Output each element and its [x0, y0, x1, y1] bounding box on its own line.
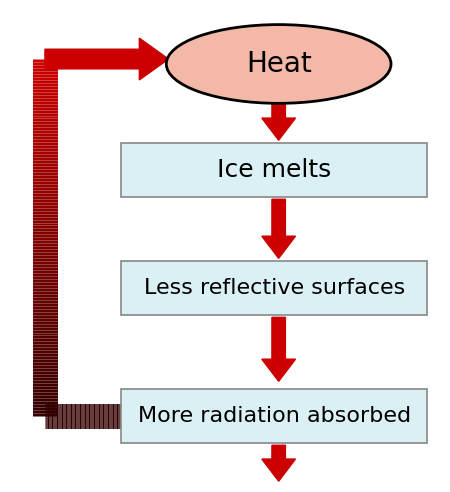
- Text: Ice melts: Ice melts: [217, 158, 331, 182]
- FancyArrow shape: [45, 38, 169, 80]
- FancyBboxPatch shape: [122, 143, 427, 197]
- Text: Less reflective surfaces: Less reflective surfaces: [144, 278, 405, 298]
- FancyArrow shape: [262, 445, 296, 481]
- FancyArrow shape: [262, 317, 296, 381]
- Ellipse shape: [166, 25, 391, 103]
- Text: Heat: Heat: [246, 50, 311, 78]
- FancyArrow shape: [262, 199, 296, 258]
- FancyBboxPatch shape: [122, 261, 427, 315]
- FancyBboxPatch shape: [122, 389, 427, 443]
- Text: More radiation absorbed: More radiation absorbed: [138, 406, 411, 426]
- FancyArrow shape: [262, 103, 296, 140]
